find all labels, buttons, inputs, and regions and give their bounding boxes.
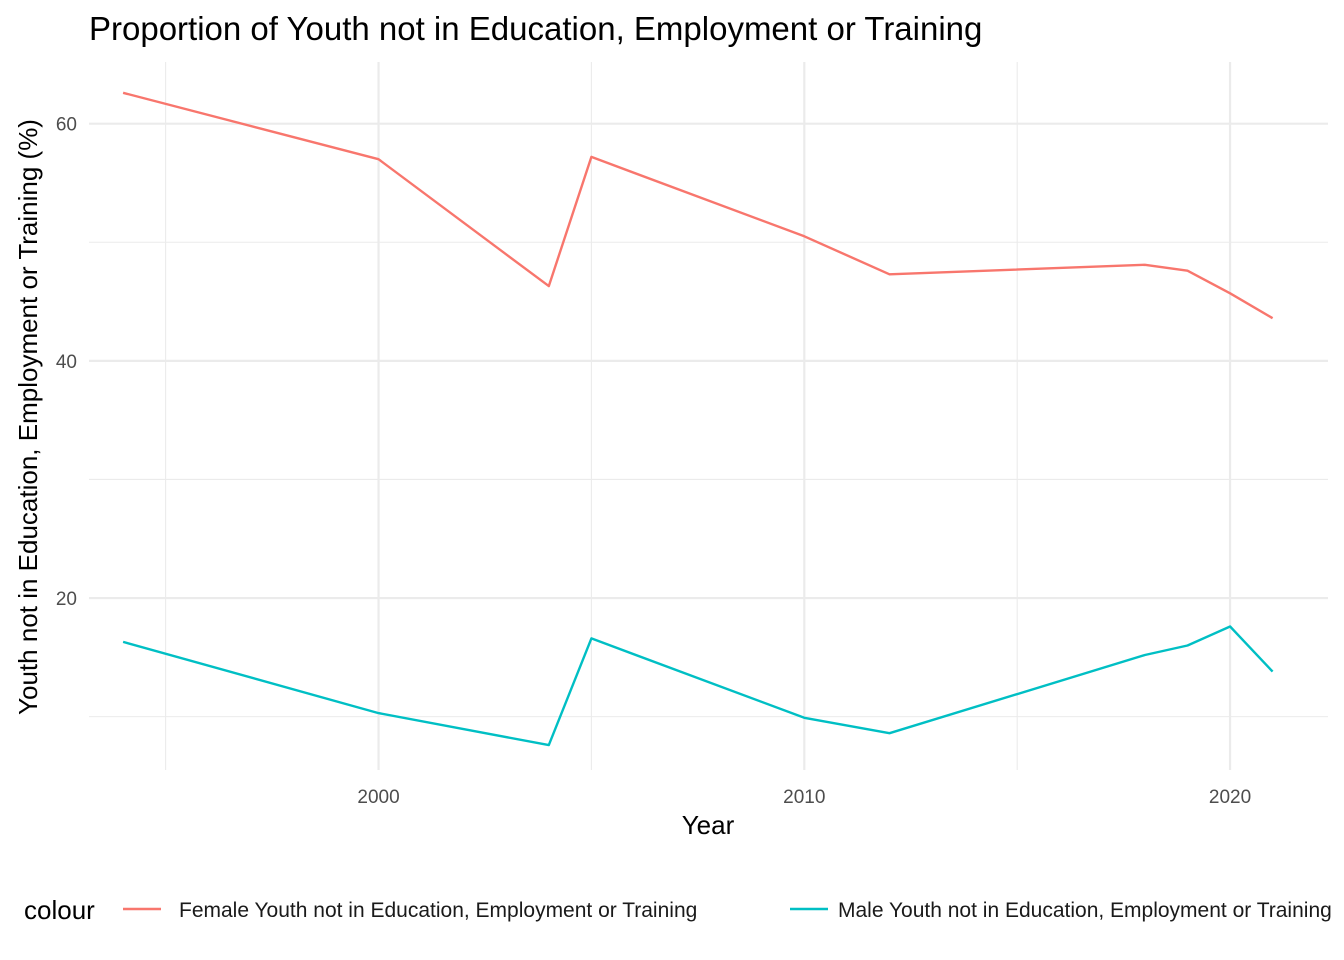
x-tick-label: 2020	[1209, 787, 1251, 808]
x-tick-label: 2000	[357, 787, 399, 808]
y-axis-title: Youth not in Education, Employment or Tr…	[13, 119, 43, 715]
x-axis-ticks: 2000 2010 2020	[357, 787, 1251, 808]
legend: colour Female Youth not in Education, Em…	[24, 895, 1332, 925]
y-axis-ticks: 20 40 60	[56, 115, 77, 610]
series-line-0	[122, 91, 1274, 320]
y-tick-label: 60	[56, 115, 77, 136]
y-tick-label: 20	[56, 589, 77, 610]
grid-lines	[89, 62, 1328, 770]
legend-label-1: Male Youth not in Education, Employment …	[838, 899, 1332, 922]
series-line-1	[122, 625, 1274, 747]
legend-label-0: Female Youth not in Education, Employmen…	[179, 899, 697, 922]
legend-title: colour	[24, 895, 95, 925]
chart-title: Proportion of Youth not in Education, Em…	[89, 10, 982, 47]
x-axis-title: Year	[682, 810, 735, 840]
series-lines	[122, 91, 1274, 747]
y-tick-label: 40	[56, 352, 77, 373]
x-tick-label: 2010	[783, 787, 825, 808]
